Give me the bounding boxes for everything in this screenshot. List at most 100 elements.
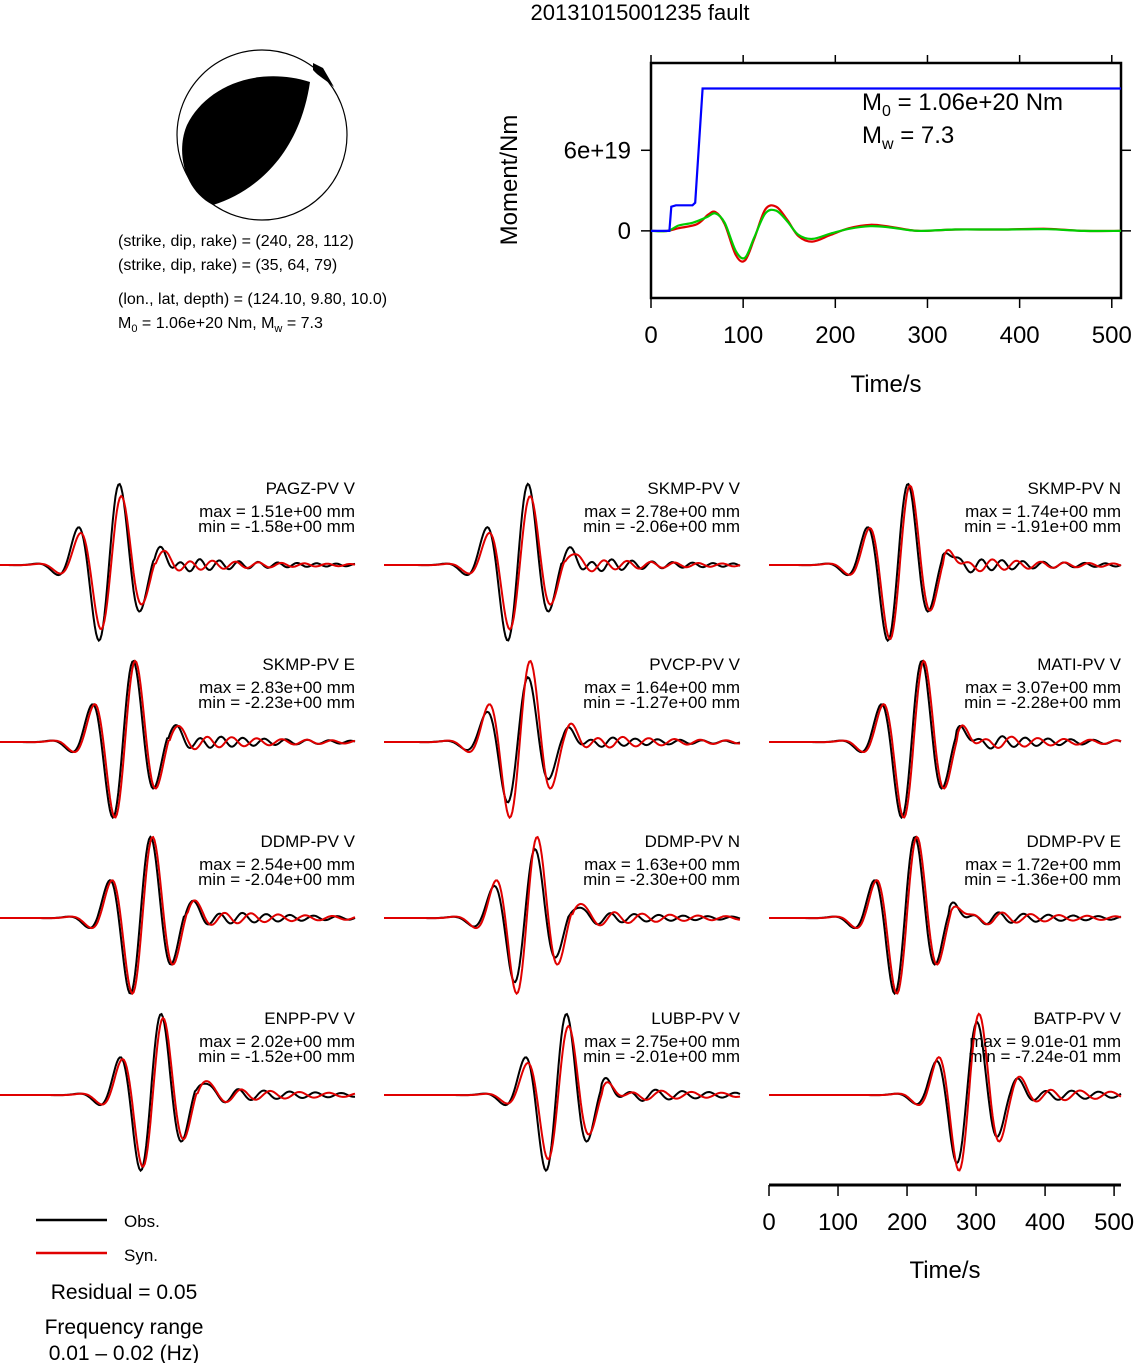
station-name: SKMP-PV N [1027, 479, 1121, 498]
synthetic-trace [384, 659, 740, 820]
station-name: DDMP-PV V [261, 832, 356, 851]
cumulative-moment-line [651, 87, 1121, 232]
waveform-time-axis: 0 100 200 300 400 500 Time/s [762, 1183, 1134, 1284]
plane1-label: (strike, dip, rake) = (240, 28, 112) [118, 233, 354, 250]
station-max: max = 1.63e+00 mm [584, 855, 740, 874]
synthetic-trace [384, 495, 741, 631]
plane2-label: (strike, dip, rake) = (35, 64, 79) [118, 257, 337, 274]
waveform-x-tick-label: 200 [887, 1209, 927, 1236]
waveform-x-tick-label: 100 [818, 1209, 858, 1236]
legend: Obs. Syn. [36, 1212, 160, 1265]
station-max: max = 2.54e+00 mm [199, 855, 355, 874]
station-max: max = 2.78e+00 mm [584, 502, 740, 521]
station-min: min = -1.91e+00 mm [964, 517, 1121, 536]
moment-rate-red-line [650, 204, 1122, 263]
station-name: PVCP-PV V [649, 655, 740, 674]
station-max: max = 3.07e+00 mm [965, 678, 1121, 697]
mw-annotation: Mw = 7.3 [862, 122, 954, 153]
station-name: PAGZ-PV V [266, 479, 356, 498]
moment-x-tick-label: 100 [723, 322, 763, 349]
waveform-x-tick-label: 300 [956, 1209, 996, 1236]
station-max: max = 2.83e+00 mm [199, 678, 355, 697]
frequency-value: 0.01 – 0.02 (Hz) [49, 1342, 200, 1363]
station-max: max = 2.02e+00 mm [199, 1032, 355, 1051]
station-min: min = -1.52e+00 mm [198, 1047, 355, 1066]
moment-x-label: Time/s [850, 371, 921, 398]
compression-quadrant-small [313, 63, 334, 87]
observed-trace [0, 482, 356, 643]
synthetic-trace [0, 835, 356, 996]
moment-x-tick-label: 300 [907, 322, 947, 349]
moment-y-tick-label: 0 [618, 218, 631, 245]
station-name: LUBP-PV V [651, 1009, 740, 1028]
moment-x-tick-label: 0 [644, 322, 657, 349]
moment-y-label: Moment/Nm [496, 115, 523, 246]
synthetic-trace [0, 659, 356, 819]
station-name: DDMP-PV E [1027, 832, 1121, 851]
waveform-x-tick-label: 500 [1094, 1209, 1134, 1236]
station-name: MATI-PV V [1037, 655, 1121, 674]
waveform-x-tick-label: 400 [1025, 1209, 1065, 1236]
synthetic-trace [0, 1016, 356, 1168]
legend-obs-label: Obs. [124, 1212, 160, 1231]
moment-plot: 0 100 200 300 400 500 0 6e+19 Moment/Nm Time/s… [496, 55, 1132, 398]
synthetic-trace [384, 1024, 741, 1161]
waveform-x-ticks: 0 100 200 300 400 500 [762, 1185, 1134, 1236]
synthetic-trace [769, 1012, 1122, 1172]
moment-curves [650, 87, 1122, 263]
synthetic-trace [769, 484, 1122, 641]
moment-rate-green-line [650, 208, 1122, 260]
station-min: min = -2.01e+00 mm [583, 1047, 740, 1066]
station-name: BATP-PV V [1033, 1009, 1121, 1028]
compression-quadrant [182, 76, 310, 206]
synthetic-trace [769, 835, 1122, 995]
station-name: SKMP-PV E [262, 655, 355, 674]
moment-x-tick-label: 400 [1000, 322, 1040, 349]
m0-annotation: M0 = 1.06e+20 Nm [862, 89, 1063, 120]
station-min: min = -1.27e+00 mm [583, 693, 740, 712]
synthetic-trace [769, 659, 1122, 819]
station-min: min = -2.06e+00 mm [583, 517, 740, 536]
station-name: DDMP-PV N [645, 832, 740, 851]
moment-x-axis: 0 100 200 300 400 500 [644, 55, 1132, 349]
beachball [176, 49, 348, 221]
waveform-x-label: Time/s [909, 1257, 980, 1284]
moment-plot-frame [649, 61, 1123, 300]
station-min: min = -2.28e+00 mm [964, 693, 1121, 712]
station-min: min = -1.36e+00 mm [964, 870, 1121, 889]
moment-magnitude-label: M0 = 1.06e+20 Nm, Mw = 7.3 [118, 315, 323, 335]
station-max: max = 9.01e-01 mm [969, 1032, 1121, 1051]
station-min: min = -7.24e-01 mm [968, 1047, 1121, 1066]
moment-y-tick-label: 6e+19 [564, 137, 631, 164]
station-max: max = 1.64e+00 mm [584, 678, 740, 697]
residual-label: Residual = 0.05 [51, 1281, 198, 1304]
moment-x-tick-label: 500 [1092, 322, 1132, 349]
moment-y-axis: 0 6e+19 [564, 137, 1131, 245]
station-min: min = -2.23e+00 mm [198, 693, 355, 712]
station-max: max = 2.75e+00 mm [584, 1032, 740, 1051]
station-max: max = 1.51e+00 mm [199, 502, 355, 521]
station-min: min = -1.58e+00 mm [198, 517, 355, 536]
frequency-label: Frequency range [45, 1316, 204, 1339]
synthetic-trace [0, 494, 356, 631]
station-name: ENPP-PV V [264, 1009, 355, 1028]
waveform-x-tick-label: 0 [762, 1209, 775, 1236]
station-name: SKMP-PV V [647, 479, 740, 498]
station-max: max = 1.72e+00 mm [965, 855, 1121, 874]
station-max: max = 1.74e+00 mm [965, 502, 1121, 521]
location-label: (lon., lat, depth) = (124.10, 9.80, 10.0… [118, 291, 387, 308]
moment-x-tick-label: 200 [815, 322, 855, 349]
